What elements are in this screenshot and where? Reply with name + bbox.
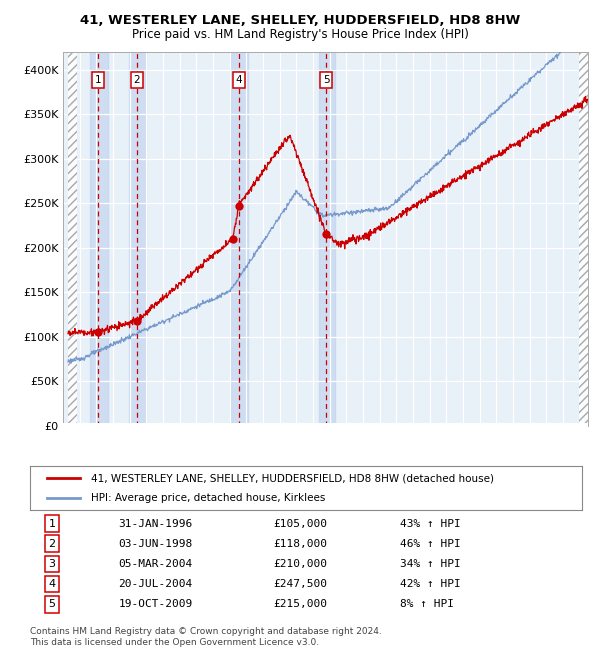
Text: 5: 5: [323, 75, 329, 85]
Text: 4: 4: [236, 75, 242, 85]
Bar: [319, 52, 335, 426]
Text: 46% ↑ HPI: 46% ↑ HPI: [400, 539, 461, 549]
Bar: [89, 52, 108, 426]
Text: 42% ↑ HPI: 42% ↑ HPI: [400, 579, 461, 589]
Text: 2: 2: [133, 75, 140, 85]
Text: 41, WESTERLEY LANE, SHELLEY, HUDDERSFIELD, HD8 8HW (detached house): 41, WESTERLEY LANE, SHELLEY, HUDDERSFIEL…: [91, 473, 494, 484]
Text: 03-JUN-1998: 03-JUN-1998: [118, 539, 193, 549]
Bar: [68, 52, 77, 426]
Text: Contains HM Land Registry data © Crown copyright and database right 2024.
This d: Contains HM Land Registry data © Crown c…: [30, 627, 382, 647]
Text: 41, WESTERLEY LANE, SHELLEY, HUDDERSFIELD, HD8 8HW: 41, WESTERLEY LANE, SHELLEY, HUDDERSFIEL…: [80, 14, 520, 27]
Text: 5: 5: [49, 599, 56, 609]
Text: 8% ↑ HPI: 8% ↑ HPI: [400, 599, 454, 609]
Text: 1: 1: [94, 75, 101, 85]
Text: 34% ↑ HPI: 34% ↑ HPI: [400, 559, 461, 569]
Bar: [129, 52, 146, 426]
Text: £247,500: £247,500: [273, 579, 327, 589]
Text: 4: 4: [49, 579, 56, 589]
Text: 31-JAN-1996: 31-JAN-1996: [118, 519, 193, 528]
Text: 19-OCT-2009: 19-OCT-2009: [118, 599, 193, 609]
Text: £105,000: £105,000: [273, 519, 327, 528]
Text: 2: 2: [49, 539, 56, 549]
Text: £210,000: £210,000: [273, 559, 327, 569]
Text: 3: 3: [49, 559, 56, 569]
Text: 05-MAR-2004: 05-MAR-2004: [118, 559, 193, 569]
Bar: [579, 52, 588, 426]
Text: Price paid vs. HM Land Registry's House Price Index (HPI): Price paid vs. HM Land Registry's House …: [131, 28, 469, 41]
Text: £118,000: £118,000: [273, 539, 327, 549]
Text: 20-JUL-2004: 20-JUL-2004: [118, 579, 193, 589]
Text: 43% ↑ HPI: 43% ↑ HPI: [400, 519, 461, 528]
Text: 1: 1: [49, 519, 56, 528]
Bar: [230, 52, 248, 426]
Text: £215,000: £215,000: [273, 599, 327, 609]
Text: HPI: Average price, detached house, Kirklees: HPI: Average price, detached house, Kirk…: [91, 493, 325, 503]
